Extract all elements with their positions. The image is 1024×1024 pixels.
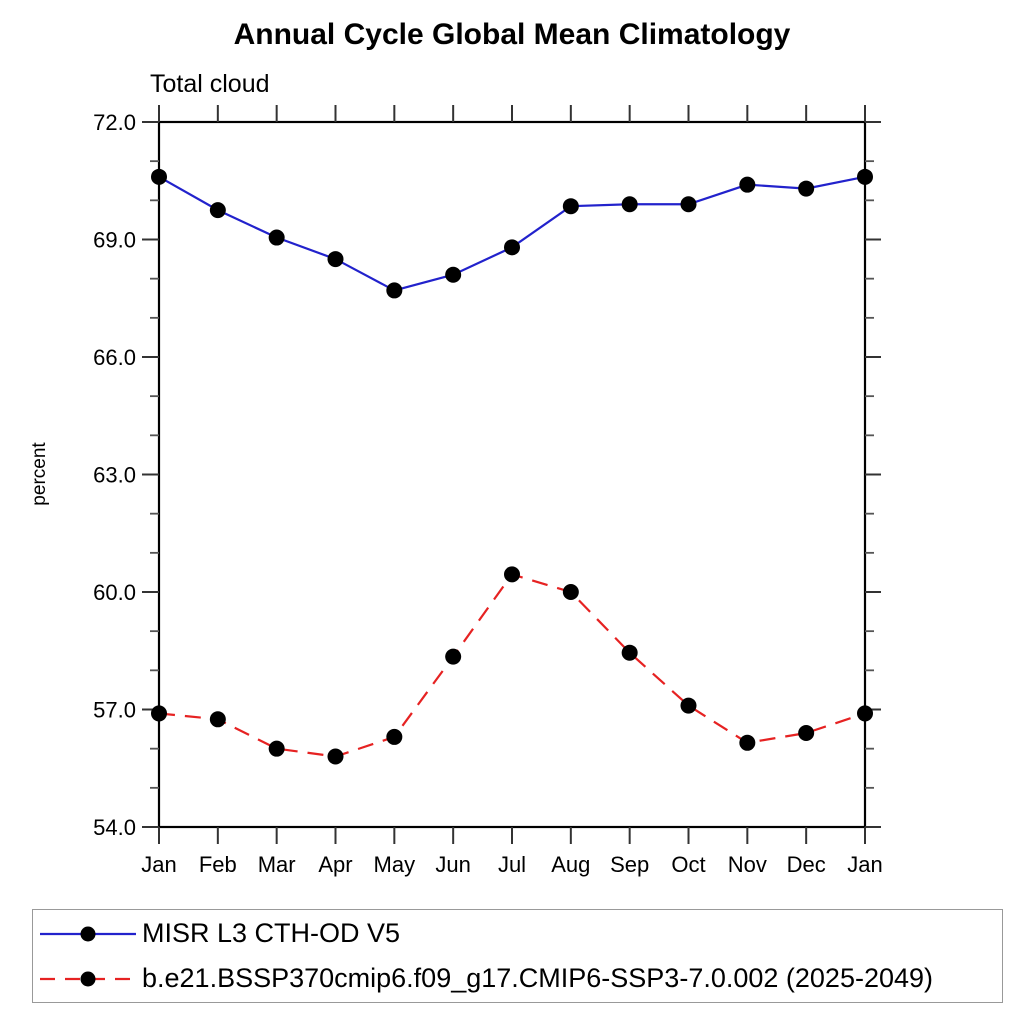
data-point xyxy=(445,266,462,283)
data-point xyxy=(562,198,579,215)
data-point xyxy=(209,711,226,728)
data-point xyxy=(386,282,403,299)
x-tick-label: Jun xyxy=(435,852,470,877)
data-point xyxy=(739,734,756,751)
series-line-1 xyxy=(158,573,866,758)
legend-item-cesm: b.e21.BSSP370cmip6.f09_g17.CMIP6-SSP3-7.… xyxy=(33,956,1002,1001)
y-tick-label: 66.0 xyxy=(93,345,136,370)
legend-label-misr: MISR L3 CTH-OD V5 xyxy=(142,918,401,948)
data-point xyxy=(680,196,697,213)
x-tick-label: Apr xyxy=(318,852,352,877)
data-point xyxy=(504,566,520,583)
x-tick-label: May xyxy=(374,852,416,877)
x-tick-label: Mar xyxy=(258,852,296,877)
x-tick-label: Oct xyxy=(671,852,705,877)
y-tick-label: 54.0 xyxy=(93,815,136,840)
y-tick-label: 60.0 xyxy=(93,580,136,605)
data-point xyxy=(857,168,873,185)
y-tick-label: 63.0 xyxy=(93,463,136,488)
x-tick-label: Dec xyxy=(787,852,826,877)
data-point xyxy=(562,584,579,600)
data-point xyxy=(621,644,638,661)
data-point xyxy=(327,251,344,268)
red-dashed-line-marker-icon xyxy=(40,971,136,986)
data-point xyxy=(857,705,873,722)
blue-solid-line-marker-icon xyxy=(40,926,136,941)
series-line-0 xyxy=(158,175,866,292)
x-tick-label: Jan xyxy=(141,852,176,877)
legend-item-misr: MISR L3 CTH-OD V5 xyxy=(33,911,1002,956)
x-tick-label: Jan xyxy=(847,852,882,877)
legend: MISR L3 CTH-OD V5 b.e21.BSSP370cmip6.f09… xyxy=(32,909,1003,1003)
data-point xyxy=(504,239,520,256)
data-point xyxy=(798,725,815,741)
y-tick-label: 72.0 xyxy=(93,110,136,135)
data-point xyxy=(445,648,462,665)
y-tick-label: 57.0 xyxy=(93,698,136,723)
x-tick-label: Jul xyxy=(498,852,526,877)
x-tick-label: Nov xyxy=(728,852,767,877)
data-point xyxy=(798,180,815,197)
x-tick-label: Sep xyxy=(610,852,649,877)
plot-frame xyxy=(157,120,867,829)
data-point xyxy=(680,697,697,714)
y-tick-label: 69.0 xyxy=(93,228,136,253)
chart-title: Annual Cycle Global Mean Climatology xyxy=(233,18,791,51)
x-tick-label: Aug xyxy=(551,852,590,877)
data-point xyxy=(268,740,285,757)
chart-subtitle: Total cloud xyxy=(150,70,270,98)
data-point xyxy=(268,229,285,246)
data-point xyxy=(739,176,756,193)
data-point xyxy=(151,705,167,722)
data-point xyxy=(621,196,638,213)
data-point xyxy=(327,748,344,765)
data-point xyxy=(386,728,403,745)
data-point xyxy=(151,168,167,185)
x-tick-label: Feb xyxy=(199,852,237,877)
legend-label-cesm: b.e21.BSSP370cmip6.f09_g17.CMIP6-SSP3-7.… xyxy=(142,963,934,993)
data-point xyxy=(209,202,226,219)
